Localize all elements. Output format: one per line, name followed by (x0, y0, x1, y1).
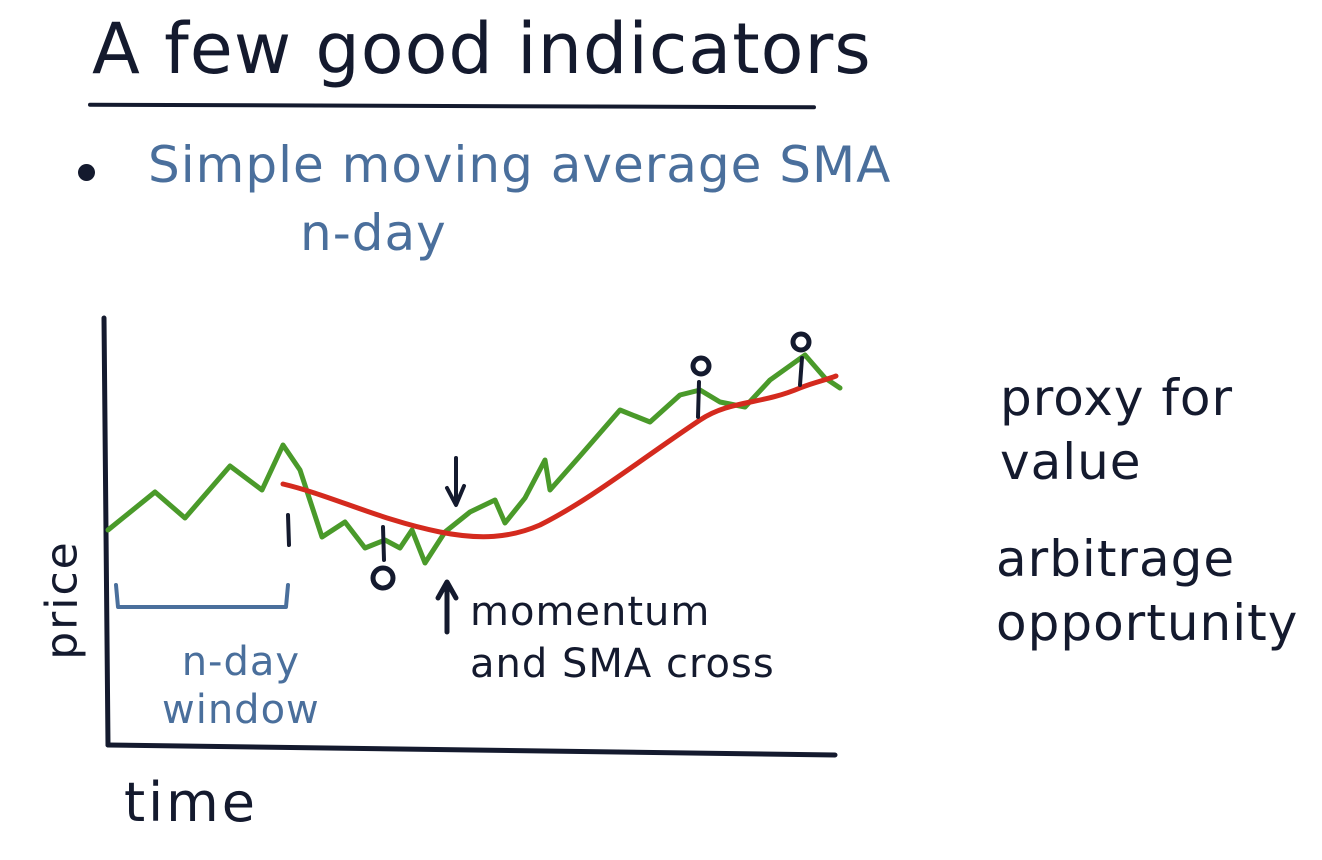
note-2-line-1: arbitrage (996, 530, 1236, 588)
peak-marker-1 (690, 355, 712, 377)
window-label-line-2: window (162, 687, 320, 733)
peak-marker-2 (790, 331, 812, 353)
sma-line (280, 373, 839, 540)
note-1-line-1: proxy for (1000, 369, 1234, 427)
annotation-line-2: and SMA cross (470, 641, 775, 687)
window-bracket (114, 583, 290, 609)
window-end-tick (286, 513, 291, 547)
momentum-arrow-up (435, 579, 459, 635)
bullet-text: Simple moving average SMA (148, 136, 892, 194)
bullet-subtext: n-day (300, 204, 447, 262)
slide-title: A few good indicators (92, 8, 872, 90)
note-1-line-2: value (1000, 433, 1142, 491)
note-arbitrage-opportunity: arbitrage opportunity (996, 527, 1298, 655)
price-line (105, 352, 843, 566)
peak-marker-1-stem (696, 380, 701, 419)
peak-marker-2-stem (798, 356, 804, 387)
window-label-line-1: n-day (181, 639, 301, 685)
y-axis-label: price (36, 540, 88, 660)
low-marker (370, 565, 396, 591)
annotation-line-1: momentum (470, 589, 711, 635)
momentum-annotation: momentum and SMA cross (470, 586, 775, 690)
note-2-line-2: opportunity (996, 594, 1299, 652)
x-axis-label: time (124, 771, 259, 834)
cross-arrow-down (445, 456, 466, 507)
low-marker-stem (381, 525, 386, 562)
note-proxy-for-value: proxy for value (1000, 366, 1233, 494)
bullet-dot (78, 164, 95, 181)
window-label: n-day window (162, 638, 320, 734)
x-axis (105, 742, 838, 758)
